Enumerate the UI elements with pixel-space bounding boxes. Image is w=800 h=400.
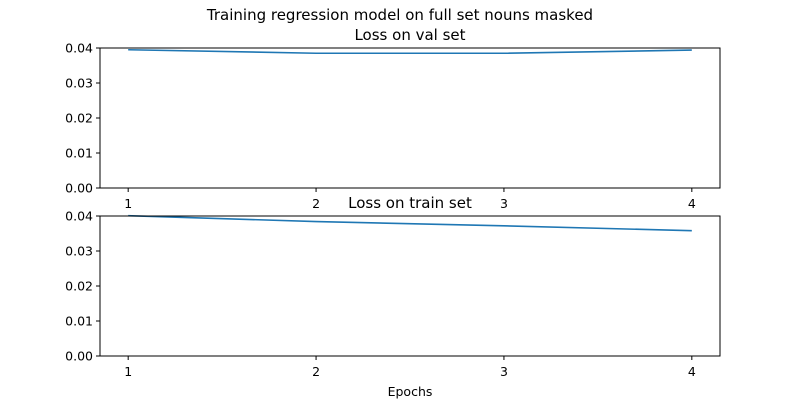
val-loss-series-line <box>128 48 692 55</box>
train-loss-ytick-label: 0.04 <box>65 209 93 224</box>
val-loss-chart-title: Loss on val set <box>354 26 465 44</box>
train-loss-ytick-label: 0.01 <box>65 314 93 329</box>
figure-title: Training regression model on full set no… <box>206 6 593 24</box>
train-loss-xtick-label: 4 <box>688 364 696 379</box>
train-loss-xtick-label: 2 <box>312 364 320 379</box>
train-loss-series-line <box>128 214 692 232</box>
val-loss-ytick-label: 0.02 <box>65 111 93 126</box>
val-loss-axes-frame <box>99 47 721 189</box>
val-loss-ytick-label: 0.04 <box>65 41 93 56</box>
x-axis-label: Epochs <box>388 384 433 399</box>
train-loss-ytick-label: 0.03 <box>65 244 93 259</box>
train-loss-xtick-label: 1 <box>124 364 132 379</box>
val-loss-xtick-label: 4 <box>688 196 696 211</box>
val-loss-ytick-label: 0.00 <box>65 181 93 196</box>
val-loss-xtick-label: 2 <box>312 196 320 211</box>
val-loss-ytick-label: 0.01 <box>65 146 93 161</box>
train-loss-ytick-label: 0.00 <box>65 349 93 364</box>
val-loss-xtick-label: 1 <box>124 196 132 211</box>
val-loss-chart: Loss on val set 0.00 0.01 0.02 0.03 0.04 1 2 3 4 <box>65 26 721 211</box>
train-loss-xtick-label: 3 <box>500 364 508 379</box>
train-loss-chart-title: Loss on train set <box>348 194 472 212</box>
train-loss-axes-frame <box>99 215 721 357</box>
train-loss-chart: Loss on train set 0.00 0.01 0.02 0.03 0.04 1 2… <box>65 194 721 379</box>
val-loss-xtick-label: 3 <box>500 196 508 211</box>
val-loss-ytick-label: 0.03 <box>65 76 93 91</box>
train-loss-ytick-label: 0.02 <box>65 279 93 294</box>
